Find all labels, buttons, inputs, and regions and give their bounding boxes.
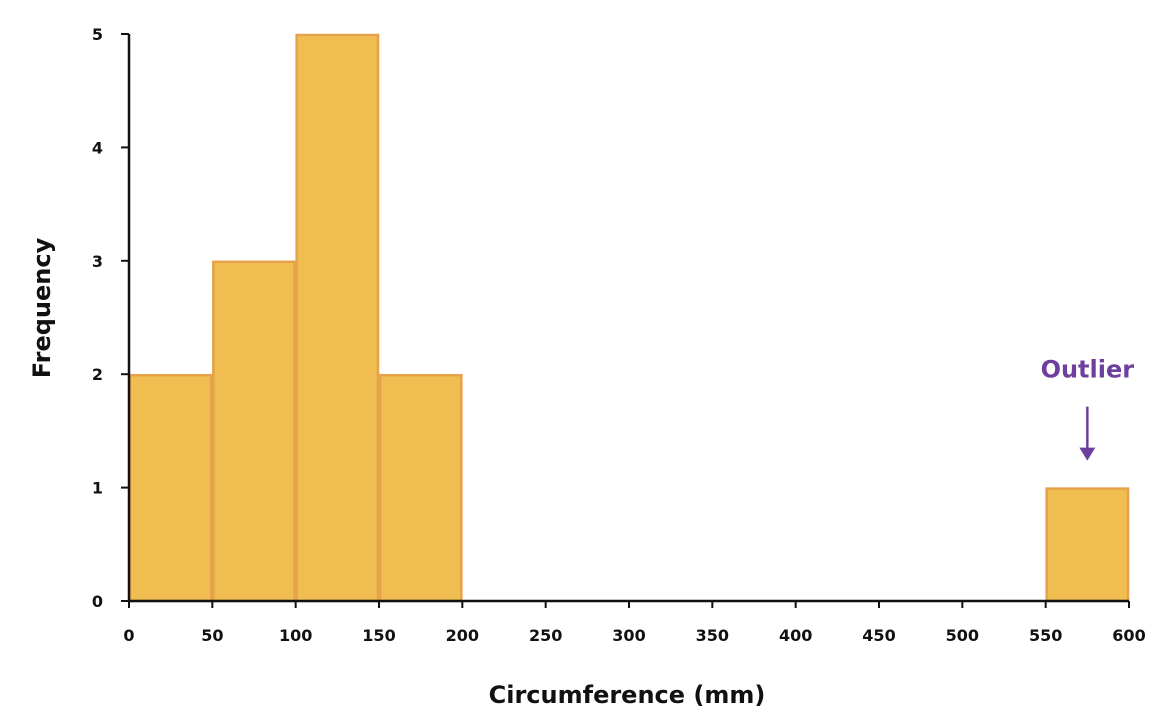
y-axis-title: Frequency <box>28 237 56 378</box>
histogram-bar-2 <box>295 33 380 603</box>
y-tick-label-3: 3 <box>92 252 103 271</box>
x-tick-label-7: 350 <box>696 626 729 645</box>
x-ticks-group: 0 50 100 150 200 250 300 350 400 450 500 550 600 <box>123 601 1146 645</box>
x-tick-label-2: 100 <box>279 626 312 645</box>
y-tick-label-5: 5 <box>92 25 103 44</box>
x-tick-label-0: 0 <box>123 626 134 645</box>
histogram-bar-11 <box>1045 487 1130 603</box>
y-ticks-group: 0 1 2 3 4 5 <box>92 25 129 611</box>
y-tick-label-1: 1 <box>92 479 103 498</box>
x-axis-title: Circumference (mm) <box>489 681 766 709</box>
histogram-bar-1 <box>212 260 296 603</box>
annotation-label-0: Outlier <box>1041 356 1135 384</box>
x-tick-label-1: 50 <box>201 626 223 645</box>
x-tick-label-9: 450 <box>862 626 895 645</box>
histogram-bar-3 <box>378 373 463 603</box>
histogram-bar-0 <box>128 373 213 603</box>
y-tick-label-2: 2 <box>92 365 103 384</box>
annotation-group: Outlier <box>1041 356 1135 461</box>
bars-group <box>128 33 1130 603</box>
x-tick-label-12: 600 <box>1112 626 1145 645</box>
x-tick-label-10: 500 <box>946 626 979 645</box>
annotation-arrowhead-0 <box>1079 447 1096 461</box>
x-tick-label-8: 400 <box>779 626 812 645</box>
x-tick-label-3: 150 <box>362 626 395 645</box>
x-tick-label-11: 550 <box>1029 626 1062 645</box>
y-tick-label-4: 4 <box>92 138 103 157</box>
x-tick-label-4: 200 <box>446 626 479 645</box>
x-tick-label-5: 250 <box>529 626 562 645</box>
x-tick-label-6: 300 <box>612 626 645 645</box>
y-tick-label-0: 0 <box>92 592 103 611</box>
